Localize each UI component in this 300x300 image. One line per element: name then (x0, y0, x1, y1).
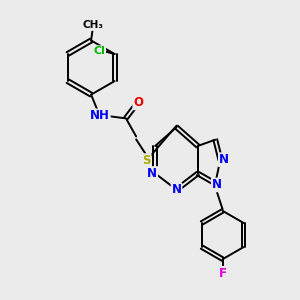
Text: N: N (147, 167, 157, 180)
Text: F: F (219, 267, 227, 280)
Text: O: O (133, 96, 143, 110)
Text: S: S (142, 154, 151, 167)
Text: N: N (172, 183, 182, 196)
Text: N: N (219, 153, 229, 166)
Text: NH: NH (90, 109, 110, 122)
Text: N: N (212, 178, 222, 191)
Text: CH₃: CH₃ (82, 20, 103, 30)
Text: Cl: Cl (93, 46, 105, 56)
